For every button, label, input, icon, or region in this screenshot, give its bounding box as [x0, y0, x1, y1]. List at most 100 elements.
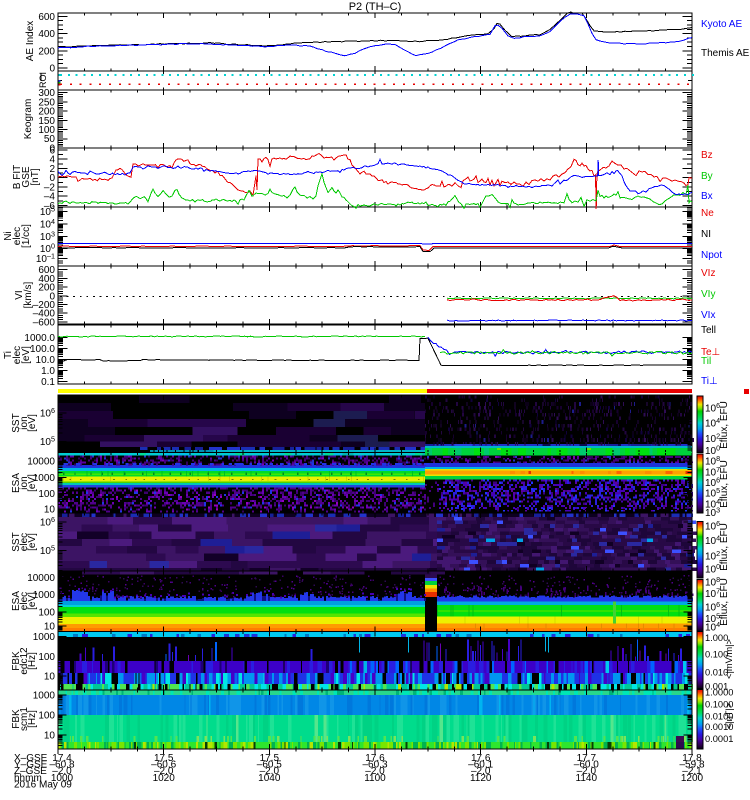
svg-text:VI: VI: [14, 290, 25, 299]
svg-text:ROI: ROI: [38, 72, 48, 88]
svg-text:–2: –2: [44, 183, 56, 194]
svg-text:[nT]: [nT]: [30, 168, 41, 185]
svg-text:–600: –600: [33, 317, 56, 328]
svg-text:By: By: [701, 171, 713, 182]
svg-text:0.010: 0.010: [705, 668, 728, 678]
svg-text:Themis AE: Themis AE: [701, 48, 750, 59]
svg-text:ESA: ESA: [11, 473, 22, 493]
svg-text:Keogram: Keogram: [23, 99, 34, 140]
svg-text:–60.3: –60.3: [362, 760, 387, 771]
svg-text:elec: elec: [12, 346, 23, 364]
svg-text:2: 2: [49, 164, 55, 175]
svg-text:hhmm: hhmm: [14, 773, 42, 784]
svg-text:[eV]: [eV]: [27, 533, 38, 551]
svg-text:elec: elec: [19, 592, 30, 610]
svg-text:200: 200: [38, 283, 55, 294]
svg-text:50: 50: [44, 134, 56, 145]
svg-text:–59.8: –59.8: [679, 760, 704, 771]
svg-text:–6: –6: [44, 201, 56, 212]
svg-text:–2.0: –2.0: [154, 766, 174, 777]
svg-text:10: 10: [44, 505, 56, 516]
svg-text:–2.0: –2.0: [52, 766, 72, 777]
svg-text:Ti⊥: Ti⊥: [701, 376, 718, 387]
svg-text:–60.1: –60.1: [468, 760, 493, 771]
svg-text:–2.0: –2.0: [260, 766, 280, 777]
svg-text:100.0: 100.0: [30, 344, 55, 355]
svg-text:–2.0: –2.0: [577, 766, 597, 777]
svg-text:600: 600: [38, 265, 55, 276]
svg-text:–400: –400: [33, 309, 56, 320]
svg-text:100: 100: [38, 652, 55, 663]
svg-text:1200: 1200: [681, 773, 704, 784]
svg-text:–60.8: –60.8: [49, 760, 74, 771]
svg-text:–60.5: –60.5: [257, 760, 282, 771]
svg-text:17.5: 17.5: [260, 753, 280, 764]
svg-text:100: 100: [38, 125, 55, 136]
svg-text:1100: 1100: [364, 773, 386, 784]
svg-text:NI: NI: [701, 229, 711, 240]
svg-text:1.0000: 1.0000: [705, 688, 733, 698]
svg-text:100: 100: [38, 489, 55, 500]
svg-text:–2.0: –2.0: [471, 766, 491, 777]
svg-text:ion: ion: [19, 476, 30, 489]
svg-text:0: 0: [49, 173, 55, 184]
svg-text:FBK: FBK: [11, 651, 22, 671]
svg-text:600: 600: [38, 12, 55, 23]
svg-text:10000: 10000: [27, 457, 55, 468]
svg-text:Tell: Tell: [701, 325, 716, 336]
svg-text:AE Index: AE Index: [25, 21, 36, 62]
svg-text:1140: 1140: [576, 773, 598, 784]
svg-text:–200: –200: [33, 300, 56, 311]
svg-text:150: 150: [38, 116, 55, 127]
svg-text:1.000: 1.000: [705, 633, 728, 643]
svg-text:<|mV/m|>: <|mV/m|>: [724, 639, 734, 679]
svg-text:[km/s]: [km/s]: [23, 281, 34, 308]
svg-text:0.0100: 0.0100: [705, 711, 733, 721]
svg-text:17.8: 17.8: [682, 753, 702, 764]
svg-text:200: 200: [38, 46, 55, 57]
svg-text:VIy: VIy: [701, 289, 715, 300]
svg-text:Ti: Ti: [3, 351, 14, 359]
svg-text:Eflux, EFU: Eflux, EFU: [719, 460, 730, 508]
svg-text:[eV]: [eV]: [27, 414, 38, 432]
svg-text:1000: 1000: [33, 473, 56, 484]
svg-text:300: 300: [38, 88, 55, 99]
svg-text:–2.0: –2.0: [365, 766, 385, 777]
svg-text:Til: Til: [701, 356, 711, 367]
svg-text:0.1000: 0.1000: [705, 700, 733, 710]
svg-text:Eflux, EFU: Eflux, EFU: [719, 578, 730, 626]
svg-text:10000: 10000: [27, 573, 55, 584]
svg-text:1000: 1000: [33, 691, 56, 702]
svg-text:1120: 1120: [470, 773, 492, 784]
svg-text:ESA: ESA: [11, 591, 22, 611]
svg-text:10: 10: [44, 622, 56, 633]
svg-text:SST: SST: [11, 532, 22, 551]
svg-text:10.0: 10.0: [36, 355, 56, 366]
svg-text:VIz: VIz: [701, 268, 715, 279]
svg-text:10: 10: [44, 731, 56, 742]
svg-text:0: 0: [49, 143, 55, 154]
svg-text:0.0010: 0.0010: [705, 722, 733, 732]
svg-text:[eV]: [eV]: [21, 346, 32, 364]
svg-text:Te⊥: Te⊥: [701, 347, 720, 358]
svg-text:10: 10: [44, 672, 56, 683]
svg-text:Npot: Npot: [701, 250, 722, 261]
svg-text:17.6: 17.6: [365, 753, 385, 764]
svg-text:Ne: Ne: [701, 208, 714, 219]
svg-text:0: 0: [49, 64, 55, 75]
svg-text:17.7: 17.7: [577, 753, 597, 764]
svg-text:Eflux, EFU: Eflux, EFU: [719, 523, 730, 571]
svg-text:elec: elec: [12, 227, 23, 245]
svg-text:17.5: 17.5: [154, 753, 174, 764]
svg-text:17.4: 17.4: [52, 753, 72, 764]
svg-text:ion: ion: [19, 416, 30, 429]
svg-text:0.100: 0.100: [705, 650, 728, 660]
svg-text:2016 May 09: 2016 May 09: [14, 780, 72, 791]
svg-text:1000: 1000: [33, 590, 56, 601]
svg-text:Bz: Bz: [701, 150, 713, 161]
svg-text:<|nT|>: <|nT|>: [724, 703, 734, 730]
svg-text:scm1: scm1: [19, 707, 30, 731]
svg-text:100: 100: [38, 607, 55, 618]
svg-text:0.1: 0.1: [41, 377, 55, 388]
svg-text:400: 400: [38, 274, 55, 285]
